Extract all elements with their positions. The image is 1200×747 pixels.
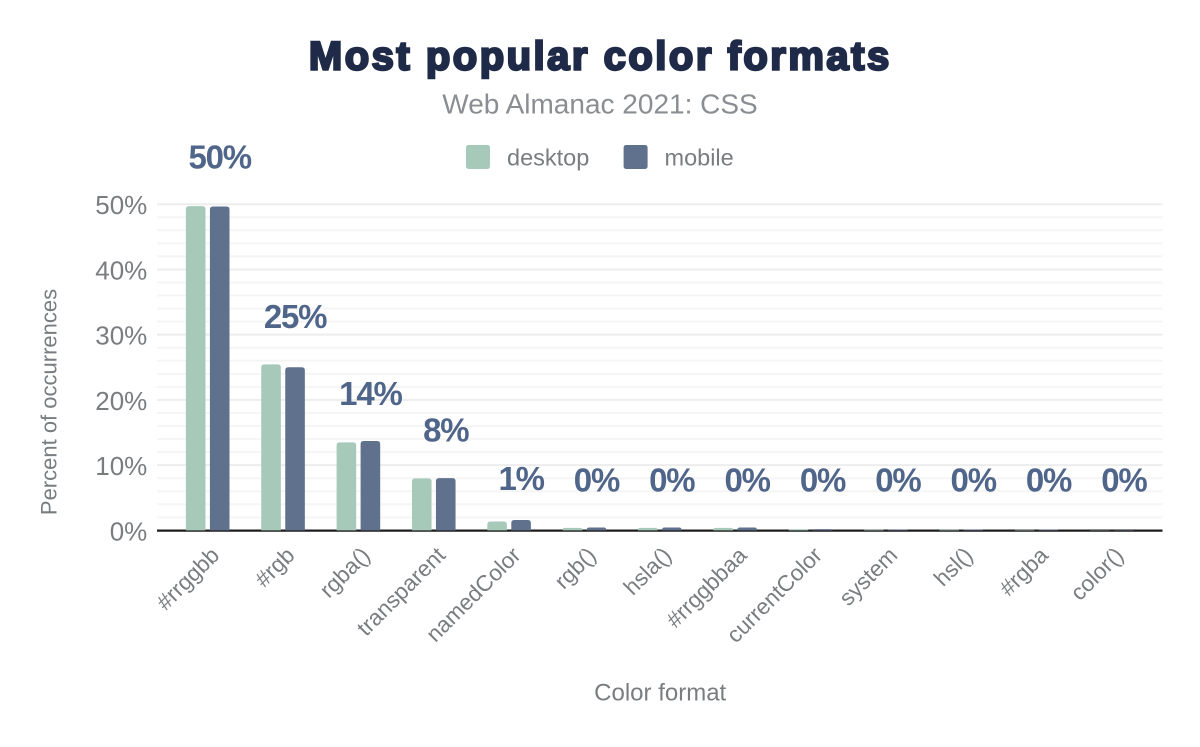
svg-text:0%: 0% — [649, 462, 695, 499]
svg-text:40%: 40% — [95, 255, 147, 285]
svg-text:50%: 50% — [188, 139, 251, 176]
svg-text:Most popular color formats: Most popular color formats — [309, 35, 892, 79]
svg-text:0%: 0% — [951, 462, 997, 499]
svg-text:14%: 14% — [339, 375, 402, 412]
svg-text:25%: 25% — [264, 298, 327, 335]
svg-text:1%: 1% — [498, 460, 544, 497]
svg-text:0%: 0% — [725, 462, 771, 499]
svg-text:0%: 0% — [875, 462, 921, 499]
svg-text:0%: 0% — [800, 462, 846, 499]
svg-text:0%: 0% — [1026, 462, 1072, 499]
svg-text:50%: 50% — [95, 190, 147, 220]
svg-text:0%: 0% — [1101, 462, 1147, 499]
svg-text:10%: 10% — [95, 451, 147, 481]
svg-text:20%: 20% — [95, 386, 147, 416]
svg-text:Color format: Color format — [594, 680, 726, 707]
svg-text:8%: 8% — [423, 412, 469, 449]
svg-text:0%: 0% — [574, 462, 620, 499]
svg-text:Percent of occurrences: Percent of occurrences — [36, 289, 61, 515]
svg-text:Web Almanac 2021: CSS: Web Almanac 2021: CSS — [442, 89, 757, 120]
svg-text:mobile: mobile — [665, 145, 734, 171]
svg-text:0%: 0% — [110, 516, 148, 546]
svg-text:desktop: desktop — [507, 145, 589, 171]
svg-text:30%: 30% — [95, 321, 147, 351]
